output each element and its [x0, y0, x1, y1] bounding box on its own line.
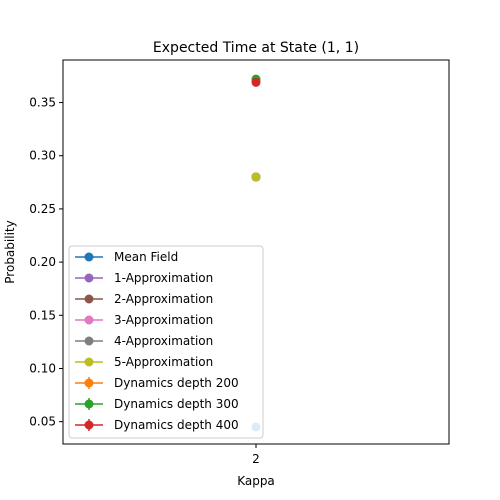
legend-entry: 4-Approximation	[75, 334, 213, 348]
y-tick-label: 0.30	[29, 149, 56, 163]
legend-entry: 5-Approximation	[75, 355, 213, 369]
legend-entry: Dynamics depth 300	[75, 397, 239, 411]
legend-label: 2-Approximation	[114, 292, 213, 306]
legend-label: Mean Field	[114, 250, 178, 264]
y-axis-label: Probability	[3, 220, 17, 283]
data-point	[251, 172, 261, 182]
legend-label: Dynamics depth 400	[114, 418, 239, 432]
legend: Mean Field 1-Approximation 2-Approximation…	[68, 245, 264, 439]
legend-entry: Dynamics depth 200	[75, 376, 239, 390]
legend-label: Dynamics depth 200	[114, 376, 239, 390]
y-tick-label: 0.10	[29, 361, 56, 375]
legend-entry: 1-Approximation	[75, 271, 213, 285]
plot-frame	[62, 59, 450, 445]
y-tick-label: 0.20	[29, 255, 56, 269]
legend-marker	[84, 357, 94, 367]
x-tick-label: 2	[252, 452, 260, 466]
y-tick-label: 0.35	[29, 96, 56, 110]
y-tick-label: 0.05	[29, 415, 56, 429]
legend-marker	[84, 336, 94, 346]
y-tick-label: 0.25	[29, 202, 56, 216]
y-axis-ticks: 0.05 0.10 0.15 0.20 0.25 0.30 0.35	[29, 96, 63, 429]
legend-label: 3-Approximation	[114, 313, 213, 327]
x-axis-ticks: 2	[252, 444, 260, 466]
y-tick-label: 0.15	[29, 308, 56, 322]
chart-title: Expected Time at State (1, 1)	[153, 40, 359, 56]
legend-marker	[84, 420, 94, 430]
legend-marker	[84, 294, 94, 304]
legend-marker	[84, 273, 94, 283]
legend-label: 1-Approximation	[114, 271, 213, 285]
legend-marker	[84, 315, 94, 325]
legend-marker	[84, 378, 94, 388]
legend-entry: 3-Approximation	[75, 313, 213, 327]
legend-entry: Dynamics depth 400	[75, 418, 239, 432]
legend-label: 4-Approximation	[114, 334, 213, 348]
legend-marker	[84, 252, 94, 262]
legend-label: 5-Approximation	[114, 355, 213, 369]
legend-entry: Mean Field	[75, 250, 178, 264]
x-axis-label: Kappa	[237, 474, 275, 488]
legend-box	[68, 245, 264, 439]
legend-label: Dynamics depth 300	[114, 397, 239, 411]
data-point	[251, 77, 261, 87]
legend-marker	[84, 399, 94, 409]
legend-entry: 2-Approximation	[75, 292, 213, 306]
